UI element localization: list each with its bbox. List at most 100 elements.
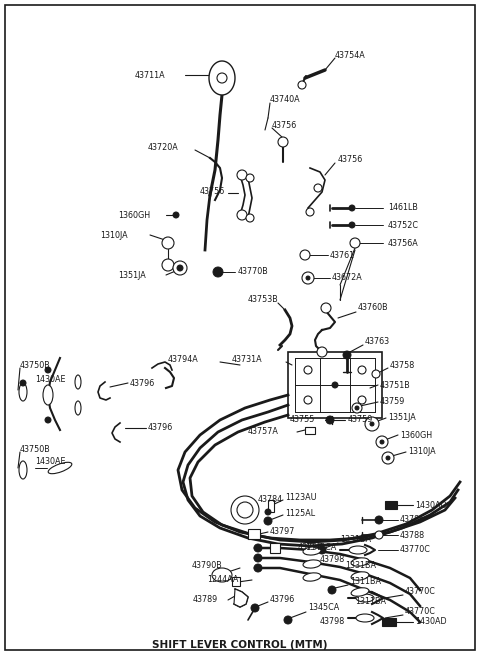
Text: 43758: 43758 (390, 360, 415, 369)
Text: 43720A: 43720A (148, 143, 179, 153)
Text: 1123AU: 1123AU (285, 493, 317, 502)
Ellipse shape (19, 461, 27, 479)
Text: 43757A: 43757A (248, 428, 279, 436)
Ellipse shape (349, 546, 367, 554)
Text: 43756: 43756 (200, 187, 225, 196)
Text: 1430AE: 1430AE (35, 375, 65, 384)
Circle shape (314, 184, 322, 192)
Text: 43770C: 43770C (400, 546, 431, 555)
Circle shape (326, 416, 334, 424)
Text: 43789: 43789 (193, 595, 218, 605)
Circle shape (284, 616, 292, 624)
Ellipse shape (212, 568, 232, 582)
Text: 43763: 43763 (365, 337, 390, 346)
Text: 1351JA: 1351JA (118, 271, 146, 280)
Ellipse shape (75, 401, 81, 415)
Circle shape (349, 205, 355, 211)
Text: 43760B: 43760B (358, 303, 389, 312)
Circle shape (358, 366, 366, 374)
Circle shape (306, 276, 310, 280)
Circle shape (20, 380, 26, 386)
Bar (232, 577, 240, 586)
Text: 43788: 43788 (400, 531, 425, 540)
Circle shape (343, 351, 351, 359)
Circle shape (302, 272, 314, 284)
Bar (270, 543, 280, 553)
Circle shape (173, 261, 187, 275)
Circle shape (217, 73, 227, 83)
Text: 1310JA: 1310JA (408, 447, 436, 457)
Text: 1461LB: 1461LB (388, 204, 418, 212)
Circle shape (380, 440, 384, 444)
Text: 1311BA: 1311BA (355, 597, 386, 607)
Circle shape (304, 396, 312, 404)
Text: 43796: 43796 (130, 379, 155, 388)
Polygon shape (209, 61, 235, 95)
Text: 43798: 43798 (320, 555, 345, 565)
Text: 1351JA: 1351JA (388, 413, 416, 422)
Circle shape (237, 170, 247, 180)
Text: SHIFT LEVER CONTROL (MTM): SHIFT LEVER CONTROL (MTM) (152, 640, 328, 650)
Text: 43754A: 43754A (335, 50, 366, 60)
Circle shape (254, 544, 262, 552)
Bar (248, 529, 260, 539)
Text: 1430AD: 1430AD (415, 618, 446, 626)
Ellipse shape (19, 383, 27, 401)
Circle shape (231, 496, 259, 524)
Circle shape (370, 422, 374, 426)
Text: 43770C: 43770C (405, 607, 436, 616)
Circle shape (251, 604, 259, 612)
Text: 43759: 43759 (348, 415, 373, 424)
Circle shape (352, 403, 362, 413)
Text: 1345CA: 1345CA (305, 544, 336, 553)
Circle shape (376, 436, 388, 448)
Circle shape (332, 382, 338, 388)
Text: 43756: 43756 (338, 155, 363, 164)
Text: 43759: 43759 (380, 398, 406, 407)
Text: 1125AL: 1125AL (285, 508, 315, 517)
Circle shape (45, 417, 51, 423)
Text: 43750B: 43750B (20, 445, 51, 455)
Text: 43672A: 43672A (332, 274, 363, 282)
Text: 43770C: 43770C (405, 588, 436, 597)
Text: 43756: 43756 (272, 121, 297, 130)
Circle shape (237, 502, 253, 518)
Text: 43794A: 43794A (168, 356, 199, 364)
Text: 1331BA: 1331BA (340, 536, 371, 544)
Circle shape (264, 517, 272, 525)
Ellipse shape (303, 547, 321, 555)
Text: 1331BA: 1331BA (345, 561, 376, 569)
Text: 1311BA: 1311BA (350, 578, 381, 586)
Circle shape (306, 208, 314, 216)
Text: 43755: 43755 (290, 415, 315, 424)
Text: 1430AE: 1430AE (35, 457, 65, 466)
Ellipse shape (303, 573, 321, 581)
Text: 43756A: 43756A (388, 238, 419, 248)
Text: 1430AD: 1430AD (415, 500, 446, 510)
Text: 43796: 43796 (298, 544, 323, 553)
Text: 1345CA: 1345CA (308, 603, 339, 612)
Circle shape (237, 210, 247, 220)
Circle shape (213, 267, 223, 277)
Circle shape (317, 347, 327, 357)
Ellipse shape (43, 385, 53, 405)
Circle shape (254, 564, 262, 572)
Polygon shape (234, 589, 248, 607)
Circle shape (375, 531, 383, 539)
Text: 43798: 43798 (320, 618, 345, 626)
Text: 43797: 43797 (270, 527, 295, 536)
Circle shape (177, 265, 183, 271)
Text: 43761: 43761 (330, 250, 355, 259)
Circle shape (349, 222, 355, 228)
Text: 43752C: 43752C (388, 221, 419, 229)
Circle shape (365, 417, 379, 431)
Circle shape (328, 586, 336, 594)
Ellipse shape (356, 594, 374, 602)
Circle shape (372, 370, 380, 378)
Text: 43740A: 43740A (270, 96, 300, 105)
Circle shape (246, 214, 254, 222)
Text: 43786: 43786 (400, 515, 425, 525)
Text: 43796: 43796 (270, 595, 295, 605)
Circle shape (375, 516, 383, 524)
Text: 1310JA: 1310JA (100, 231, 128, 240)
